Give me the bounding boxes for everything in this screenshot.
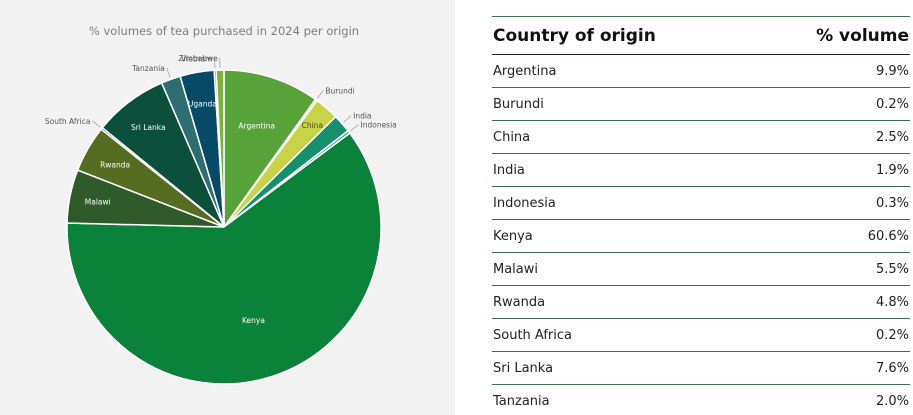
- pie-chart-panel: % volumes of tea purchased in 2024 per o…: [0, 0, 455, 415]
- slice-label: Burundi: [325, 86, 354, 95]
- table-row: Kenya 60.6%: [492, 219, 910, 253]
- country-column-header: Country of origin: [492, 16, 758, 55]
- table-row: Malawi 5.5%: [492, 252, 910, 286]
- volume-cell: 4.8%: [757, 285, 910, 319]
- volume-cell: 2.5%: [757, 120, 910, 154]
- volume-cell: 60.6%: [757, 219, 910, 253]
- volume-cell: 1.9%: [757, 153, 910, 187]
- slice-label: Malawi: [85, 198, 111, 207]
- pie-slice-kenya[interactable]: [66, 132, 382, 385]
- slice-label: India: [353, 112, 371, 121]
- table-header-row: Country of origin % volume: [492, 16, 910, 55]
- table-row: Argentina 9.9%: [492, 54, 910, 88]
- country-cell: China: [492, 120, 758, 154]
- volume-cell: 2.0%: [757, 384, 910, 415]
- slice-label: China: [302, 121, 323, 130]
- label-leader-line: [343, 115, 352, 123]
- slice-label: Argentina: [238, 121, 275, 130]
- table-row: Rwanda 4.8%: [492, 285, 910, 319]
- country-cell: Malawi: [492, 252, 758, 286]
- label-leader-line: [166, 67, 171, 78]
- table-row: Burundi 0.2%: [492, 87, 910, 121]
- volume-cell: 9.9%: [757, 54, 910, 88]
- country-cell: India: [492, 153, 758, 187]
- table-row: India 1.9%: [492, 153, 910, 187]
- country-cell: South Africa: [492, 318, 758, 352]
- country-cell: Tanzania: [492, 384, 758, 415]
- table-row: China 2.5%: [492, 120, 910, 154]
- table-row: Indonesia 0.3%: [492, 186, 910, 220]
- table-row: Sri Lanka 7.6%: [492, 351, 910, 385]
- volume-cell: 0.2%: [757, 87, 910, 121]
- volume-column-header: % volume: [757, 16, 910, 55]
- pie-slice-argentina[interactable]: [223, 69, 317, 230]
- volume-cell: 0.3%: [757, 186, 910, 220]
- table-row: Tanzania 2.0%: [492, 384, 910, 415]
- slice-label: Uganda: [188, 99, 217, 108]
- volume-cell: 5.5%: [757, 252, 910, 286]
- label-leader-line: [350, 124, 359, 132]
- pie-slice-zimbabwe[interactable]: [215, 69, 225, 228]
- pie-chart: % volumes of tea purchased in 2024 per o…: [45, 24, 397, 385]
- country-cell: Sri Lanka: [492, 351, 758, 385]
- label-leader-line: [317, 90, 324, 99]
- label-leader-line: [92, 120, 101, 128]
- slice-label: Rwanda: [100, 160, 130, 169]
- country-cell: Indonesia: [492, 186, 758, 220]
- volume-table-panel: Country of origin % volume Argentina 9.9%…: [492, 16, 911, 415]
- slice-label: Indonesia: [361, 121, 397, 130]
- label-leader-line: [214, 58, 216, 69]
- slice-label: Tanzania: [131, 64, 165, 73]
- slice-label: South Africa: [45, 117, 91, 126]
- volume-cell: 7.6%: [757, 351, 910, 385]
- country-cell: Kenya: [492, 219, 758, 253]
- country-cell: Burundi: [492, 87, 758, 121]
- slice-label: Zimbabwe: [178, 54, 218, 63]
- slice-label: Sri Lanka: [131, 123, 166, 132]
- slice-label: Kenya: [242, 316, 265, 325]
- chart-title: % volumes of tea purchased in 2024 per o…: [89, 24, 359, 38]
- slice-label: Vietnam: [181, 54, 212, 63]
- volume-cell: 0.2%: [757, 318, 910, 352]
- country-cell: Rwanda: [492, 285, 758, 319]
- table-row: South Africa 0.2%: [492, 318, 910, 352]
- pie-slices: [66, 69, 382, 385]
- volume-table: Country of origin % volume Argentina 9.9%…: [492, 16, 910, 415]
- country-cell: Argentina: [492, 54, 758, 88]
